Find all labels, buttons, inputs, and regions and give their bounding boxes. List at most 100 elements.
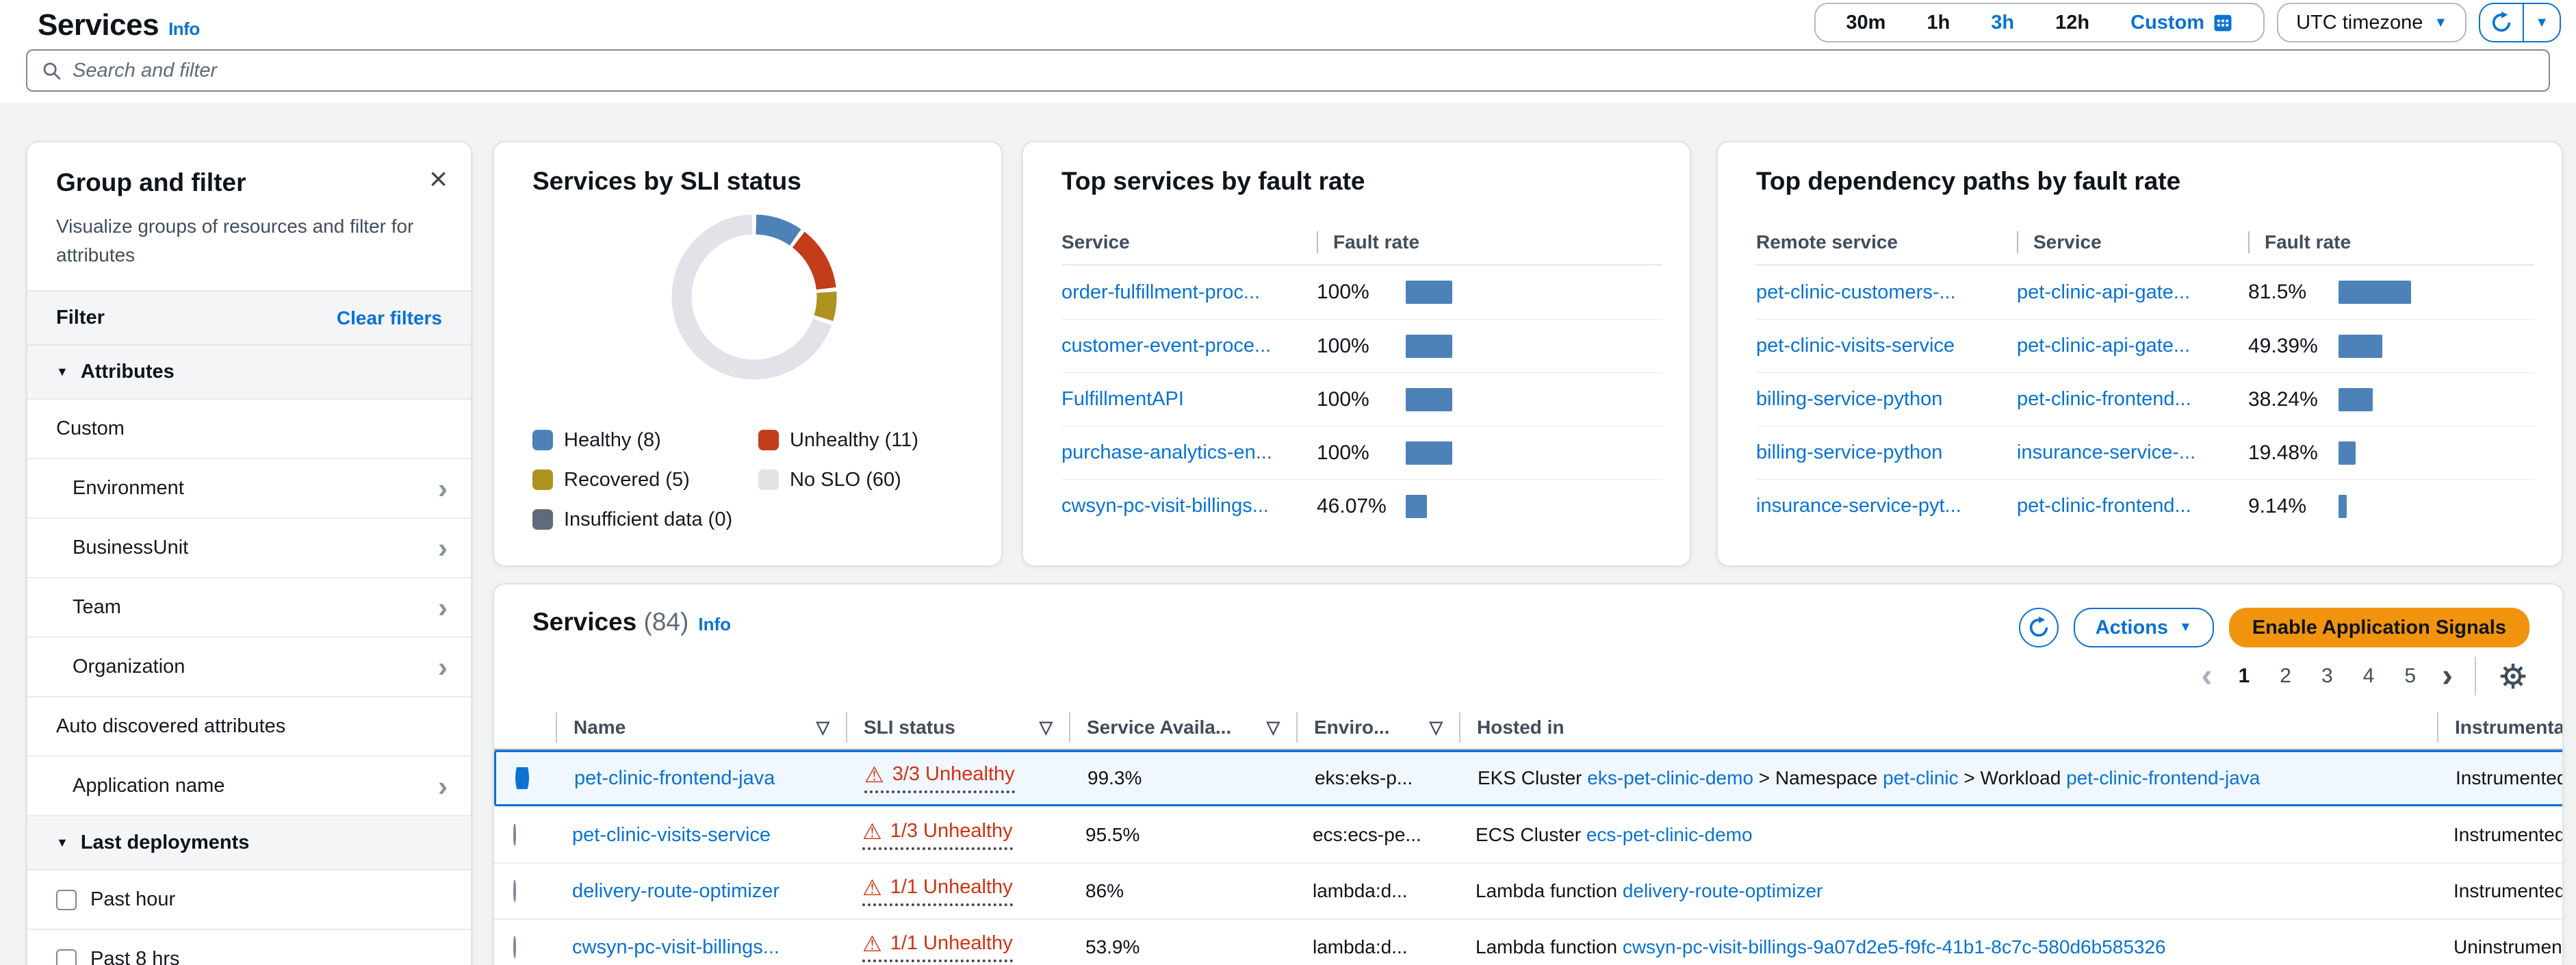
table-row[interactable]: pet-clinic-frontend-java ⚠ 3/3 Unhealthy 99… xyxy=(494,750,2562,806)
fault-rate-bar xyxy=(2339,281,2411,304)
hosted-in-link[interactable]: cwsyn-pc-visit-billings-9a07d2e5-f9fc-41… xyxy=(1622,936,2166,957)
panel-section-attributes[interactable]: ▼ Attributes xyxy=(27,346,471,400)
row-radio-button[interactable] xyxy=(513,880,516,902)
panel-item-organization[interactable]: Organization › xyxy=(27,638,471,697)
hosted-in-text: ECS Cluster xyxy=(1476,824,1586,845)
remote-service-link[interactable]: billing-service-python xyxy=(1756,388,1943,410)
sli-status-badge: ⚠ 3/3 Unhealthy xyxy=(864,763,1015,793)
timezone-dropdown[interactable]: UTC timezone ▼ xyxy=(2277,3,2467,42)
column-filter-icon[interactable]: ▽ xyxy=(1429,718,1443,737)
service-link[interactable]: customer-event-proce... xyxy=(1061,335,1272,357)
service-link[interactable]: pet-clinic-api-gate... xyxy=(2017,335,2191,357)
service-link[interactable]: pet-clinic-frontend... xyxy=(2017,495,2191,517)
table-refresh-button[interactable] xyxy=(2018,608,2059,647)
hosted-in-link[interactable]: pet-clinic xyxy=(1883,767,1959,788)
custom-range-label: Custom xyxy=(2130,11,2205,34)
row-radio-button[interactable] xyxy=(513,936,516,958)
service-link[interactable]: FulfillmentAPI xyxy=(1061,388,1184,410)
column-filter-icon[interactable]: ▽ xyxy=(816,718,829,737)
environment-cell: ecs:ecs-pe... xyxy=(1296,824,1459,846)
search-input[interactable] xyxy=(73,59,2535,82)
panel-checkbox-past-8-hrs[interactable]: Past 8 hrs xyxy=(27,930,471,965)
table-settings-icon[interactable] xyxy=(2498,661,2528,691)
service-link[interactable]: pet-clinic-api-gate... xyxy=(2017,281,2191,303)
table-row[interactable]: delivery-route-optimizer ⚠ 1/1 Unhealthy 86… xyxy=(494,862,2562,918)
pagination-page-1[interactable]: 1 xyxy=(2238,665,2250,687)
panel-item-custom[interactable]: Custom xyxy=(27,400,471,459)
panel-item-businessunit[interactable]: BusinessUnit › xyxy=(27,519,471,578)
actions-button[interactable]: Actions ▼ xyxy=(2073,608,2214,647)
legend-swatch xyxy=(758,430,779,450)
time-range-custom[interactable]: Custom xyxy=(2110,6,2254,40)
service-name-link[interactable]: pet-clinic-visits-service xyxy=(572,823,771,846)
panel-item-team[interactable]: Team › xyxy=(27,578,471,638)
time-range-12h[interactable]: 12h xyxy=(2055,11,2090,34)
page-info-link[interactable]: Info xyxy=(168,18,200,39)
time-range-30m[interactable]: 30m xyxy=(1846,11,1886,34)
service-link[interactable]: insurance-service-... xyxy=(2017,441,2196,463)
panel-item-auto-discovered-attributes[interactable]: Auto discovered attributes xyxy=(27,697,471,757)
panel-item-application-name[interactable]: Application name › xyxy=(27,757,471,816)
service-name-link[interactable]: cwsyn-pc-visit-billings... xyxy=(572,936,780,958)
fault-rate-bar-track xyxy=(1406,441,1662,465)
legend-swatch xyxy=(532,430,553,450)
column-header-name[interactable]: Name ▽ xyxy=(556,712,846,743)
table-row[interactable]: cwsyn-pc-visit-billings... ⚠ 1/1 Unhealthy… xyxy=(494,918,2562,965)
remote-service-link[interactable]: insurance-service-pyt... xyxy=(1756,495,1961,517)
enable-application-signals-button[interactable]: Enable Application Signals xyxy=(2228,608,2529,647)
environment-cell: eks:eks-p... xyxy=(1298,767,1461,789)
legend-swatch xyxy=(532,469,553,490)
pagination-next-icon[interactable]: › xyxy=(2442,658,2453,694)
column-header-instrumentation[interactable]: Instrumentation xyxy=(2437,712,2562,743)
service-link[interactable]: cwsyn-pc-visit-billings... xyxy=(1061,495,1269,517)
chevron-right-icon: › xyxy=(438,531,448,564)
donut-segment-no-slo xyxy=(671,214,832,380)
hosted-in-link[interactable]: pet-clinic-frontend-java xyxy=(2066,767,2261,788)
instrumentation-cell: Instrumented xyxy=(2439,767,2562,789)
pagination-prev-icon[interactable]: ‹ xyxy=(2201,658,2213,694)
panel-item-list: ▼ Attributes Custom Environment › BusinessUni… xyxy=(27,346,471,965)
panel-item-environment[interactable]: Environment › xyxy=(27,459,471,519)
clear-filters-link[interactable]: Clear filters xyxy=(336,307,442,329)
panel-section-last-deployments[interactable]: ▼ Last deployments xyxy=(27,816,471,871)
service-name-link[interactable]: delivery-route-optimizer xyxy=(572,879,780,902)
hosted-in-text: > Namespace xyxy=(1753,767,1883,788)
checkbox[interactable] xyxy=(56,949,77,965)
row-radio-button[interactable] xyxy=(513,824,516,846)
hosted-in-link[interactable]: delivery-route-optimizer xyxy=(1622,880,1823,901)
time-range-3h[interactable]: 3h xyxy=(1991,11,2015,34)
column-filter-icon[interactable]: ▽ xyxy=(1039,718,1053,737)
checkbox[interactable] xyxy=(56,889,77,910)
remote-service-link[interactable]: pet-clinic-visits-service xyxy=(1756,335,1955,357)
hosted-in-link[interactable]: eks-pet-clinic-demo xyxy=(1587,767,1754,788)
hosted-in-link[interactable]: ecs-pet-clinic-demo xyxy=(1586,824,1753,845)
column-filter-icon[interactable]: ▽ xyxy=(1266,718,1280,737)
fault-rate-bar-track xyxy=(2339,334,2534,358)
service-link[interactable]: order-fulfillment-proc... xyxy=(1061,281,1261,303)
pagination-page-2[interactable]: 2 xyxy=(2280,665,2291,687)
row-radio-button[interactable] xyxy=(515,767,529,789)
column-header-sli-status[interactable]: SLI status ▽ xyxy=(846,712,1069,743)
pagination-page-4[interactable]: 4 xyxy=(2362,665,2375,687)
pagination-page-3[interactable]: 3 xyxy=(2321,665,2333,687)
service-name-link[interactable]: pet-clinic-frontend-java xyxy=(574,767,775,789)
hosted-in-text: Lambda function xyxy=(1476,880,1623,901)
refresh-button[interactable] xyxy=(2480,4,2525,41)
time-range-1h[interactable]: 1h xyxy=(1927,11,1950,34)
service-link[interactable]: pet-clinic-frontend... xyxy=(2017,388,2191,410)
remote-service-link[interactable]: billing-service-python xyxy=(1756,441,1943,463)
service-link[interactable]: purchase-analytics-en... xyxy=(1061,441,1272,463)
pagination-page-5[interactable]: 5 xyxy=(2404,665,2417,687)
fault-rate-value: 100% xyxy=(1317,334,1369,357)
column-header-enviro-[interactable]: Enviro... ▽ xyxy=(1296,712,1459,743)
remote-service-link[interactable]: pet-clinic-customers-... xyxy=(1756,281,1956,303)
refresh-options-button[interactable]: ▼ xyxy=(2524,4,2560,41)
fault-rate-value: 49.39% xyxy=(2248,334,2318,357)
table-row[interactable]: pet-clinic-visits-service ⚠ 1/3 Unhealthy 9… xyxy=(494,806,2562,862)
column-header-service-availa-[interactable]: Service Availa... ▽ xyxy=(1069,712,1296,743)
enable-label: Enable Application Signals xyxy=(2252,616,2506,639)
panel-checkbox-past-hour[interactable]: Past hour xyxy=(27,871,471,930)
close-icon[interactable]: × xyxy=(429,161,448,196)
column-header-hosted-in[interactable]: Hosted in xyxy=(1459,712,2437,743)
services-info-link[interactable]: Info xyxy=(698,614,731,634)
